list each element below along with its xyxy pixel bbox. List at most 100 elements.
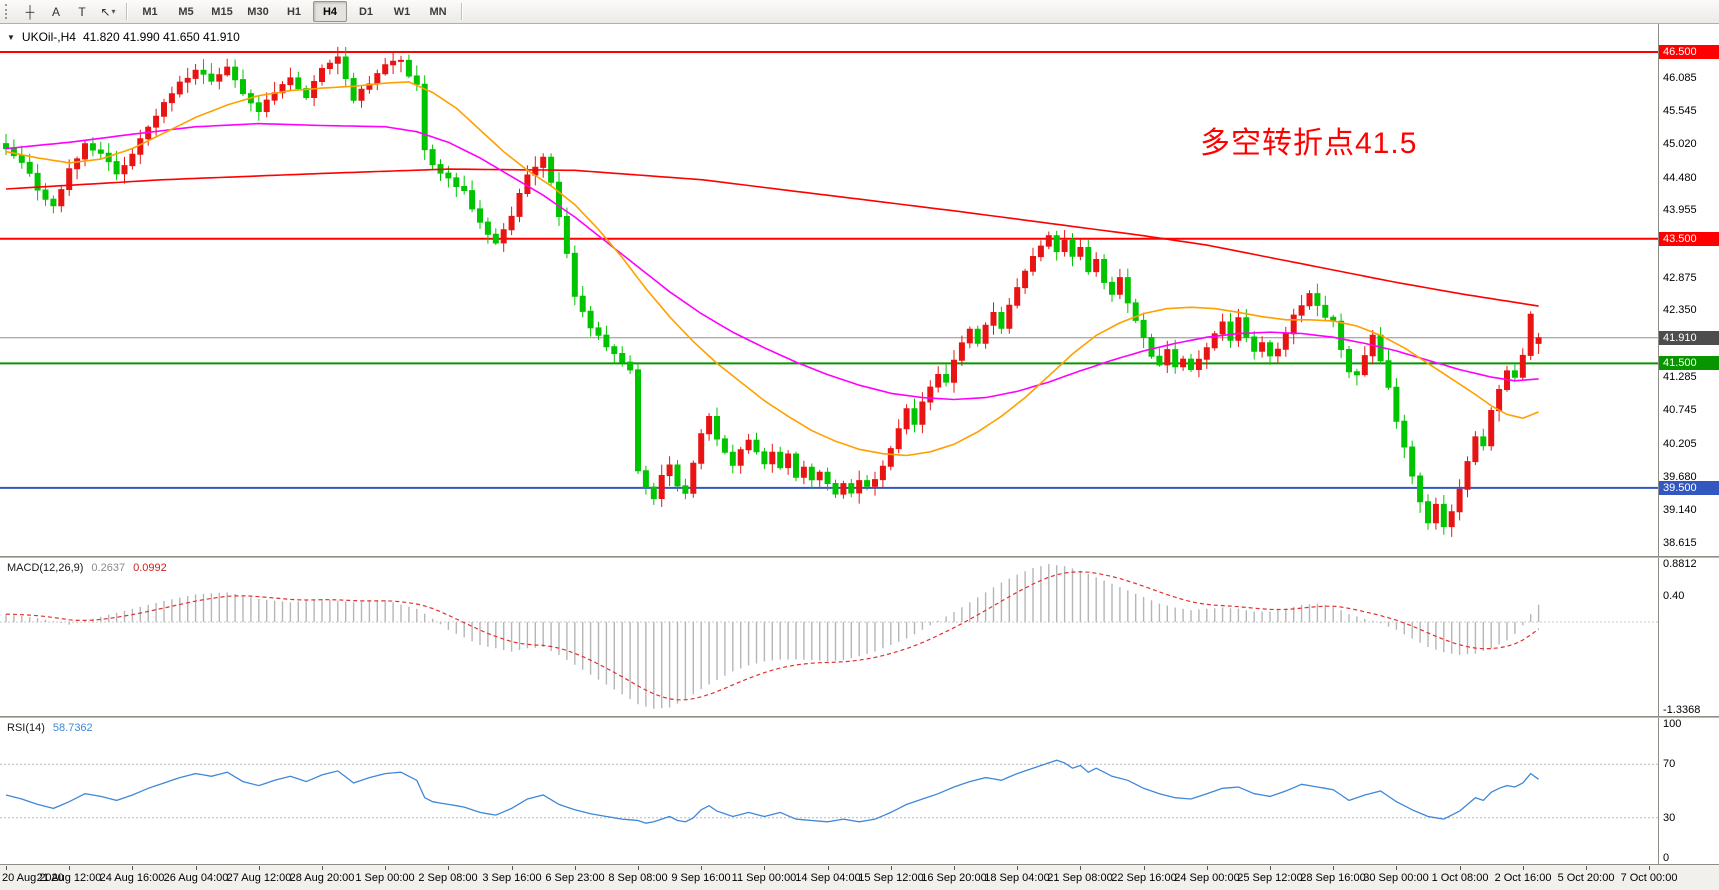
macd-scale-label: 0.40 xyxy=(1663,590,1685,602)
macd-panel-canvas[interactable] xyxy=(0,558,1719,716)
time-axis-tick xyxy=(385,866,386,870)
rsi-scale-label: 0 xyxy=(1663,852,1670,864)
time-axis-label: 7 Oct 00:00 xyxy=(1620,872,1678,884)
time-axis-label: 24 Aug 16:00 xyxy=(99,872,165,884)
chart-annotation-text[interactable]: 多空转折点41.5 xyxy=(1200,127,1418,160)
time-axis-tick xyxy=(954,866,955,870)
time-axis-label: 28 Aug 20:00 xyxy=(289,872,355,884)
toolbar-separator xyxy=(461,3,462,20)
rsi-scale-label: 100 xyxy=(1663,718,1682,730)
time-axis-tick xyxy=(1333,866,1334,870)
time-axis-tick xyxy=(1207,866,1208,870)
price-scale-label: 44.480 xyxy=(1663,172,1697,184)
macd-scale-label: 0.8812 xyxy=(1663,558,1697,570)
ma-medium-line xyxy=(5,122,1539,401)
rsi-scale-label: 70 xyxy=(1663,758,1676,770)
price-scale-label: 45.545 xyxy=(1663,105,1697,117)
crosshair-tool[interactable]: ┼ xyxy=(17,1,43,23)
timeframe-button-M5[interactable]: M5 xyxy=(178,5,194,18)
time-axis-label: 22 Sep 16:00 xyxy=(1111,872,1177,884)
timeframe-button-M30[interactable]: M30 xyxy=(247,5,269,18)
price-scale-label: 38.615 xyxy=(1663,537,1697,549)
ohlc-values: 41.820 41.990 41.650 41.910 xyxy=(82,30,240,44)
panel-splitter[interactable] xyxy=(0,556,1719,558)
rsi-indicator-label: RSI(14) 58.7362 xyxy=(7,722,93,734)
price-badge-41.910: 41.910 xyxy=(1659,331,1719,345)
time-axis-label: 18 Sep 04:00 xyxy=(984,872,1050,884)
price-badge-46.500: 46.500 xyxy=(1659,45,1719,59)
price-scale-label: 39.680 xyxy=(1663,471,1697,483)
time-axis-tick xyxy=(512,866,513,870)
price-scale-label: 39.140 xyxy=(1663,504,1697,516)
macd-main-value: 0.2637 xyxy=(91,562,126,574)
time-axis-label: 11 Sep 00:00 xyxy=(731,872,797,884)
time-axis[interactable]: 20 Aug 2020 21 Aug 12:00 24 Aug 16:00 26 Au… xyxy=(0,864,1719,890)
price-scale-label: 45.020 xyxy=(1663,138,1697,150)
symbol-label: UKOil-,H4 xyxy=(21,30,76,44)
time-axis-label: 9 Sep 16:00 xyxy=(671,872,731,884)
time-axis-label: 21 Sep 08:00 xyxy=(1047,872,1113,884)
time-axis-tick xyxy=(638,866,639,870)
time-axis-label: 27 Aug 12:00 xyxy=(226,872,292,884)
time-axis-label: 14 Sep 04:00 xyxy=(795,872,861,884)
text-label-tool[interactable]: T xyxy=(69,1,95,23)
time-axis-tick xyxy=(701,866,702,870)
time-axis-label: 8 Sep 08:00 xyxy=(608,872,668,884)
panel-splitter[interactable] xyxy=(0,716,1719,718)
time-axis-tick xyxy=(1017,866,1018,870)
text-tool[interactable]: A xyxy=(43,1,69,23)
time-axis-label: 24 Sep 00:00 xyxy=(1174,872,1240,884)
time-axis-tick xyxy=(1649,866,1650,870)
timeframe-button-MN[interactable]: MN xyxy=(429,5,447,18)
main-chart-canvas[interactable] xyxy=(0,24,1719,556)
time-axis-tick xyxy=(764,866,765,870)
price-scale-border xyxy=(1658,24,1659,864)
arrows-tool[interactable]: ↖ ▾ xyxy=(95,1,121,23)
timeframe-button-H4[interactable]: H4 xyxy=(313,1,347,22)
rsi-title: RSI(14) xyxy=(7,722,45,734)
time-axis-label: 21 Aug 12:00 xyxy=(36,872,102,884)
toolbar-grip[interactable] xyxy=(5,4,11,19)
text-tool-icon: A xyxy=(51,4,60,19)
time-axis-label: 16 Sep 20:00 xyxy=(921,872,987,884)
time-axis-tick xyxy=(322,866,323,870)
macd-signal-value: 0.0992 xyxy=(133,562,167,574)
time-axis-label: 2 Oct 16:00 xyxy=(1494,872,1552,884)
price-badge-43.500: 43.500 xyxy=(1659,232,1719,246)
price-scale-label: 40.745 xyxy=(1663,404,1697,416)
timeframes-toolbar: M1 M5 M15 M30 H1 H4 D1 W1 MN xyxy=(132,1,456,22)
price-scale-label: 42.875 xyxy=(1663,272,1697,284)
time-axis-tick xyxy=(6,866,7,870)
time-axis-label: 6 Sep 23:00 xyxy=(545,872,605,884)
macd-indicator-label: MACD(12,26,9) 0.2637 0.0992 xyxy=(7,562,167,574)
timeframe-button-W1[interactable]: W1 xyxy=(393,5,411,18)
crosshair-tool-icon: ┼ xyxy=(25,4,35,19)
price-badge-39.500: 39.500 xyxy=(1659,481,1719,495)
text-label-tool-icon: T xyxy=(78,4,86,19)
time-axis-label: 1 Sep 00:00 xyxy=(355,872,415,884)
time-axis-label: 25 Sep 12:00 xyxy=(1237,872,1303,884)
time-axis-label: 20 Aug 2020 xyxy=(2,872,64,884)
rsi-panel-canvas[interactable] xyxy=(0,718,1719,864)
time-axis-label: 28 Sep 16:00 xyxy=(1300,872,1366,884)
macd-histogram xyxy=(5,564,1540,709)
time-axis-label: 3 Sep 16:00 xyxy=(482,872,542,884)
time-axis-label: 2 Sep 08:00 xyxy=(418,872,478,884)
timeframe-button-D1[interactable]: D1 xyxy=(358,5,374,18)
price-scale-label: 42.350 xyxy=(1663,304,1697,316)
time-axis-label: 26 Aug 04:00 xyxy=(163,872,229,884)
time-axis-label: 15 Sep 12:00 xyxy=(858,872,924,884)
macd-title: MACD(12,26,9) xyxy=(7,562,84,574)
time-axis-tick xyxy=(828,866,829,870)
time-axis-tick xyxy=(1144,866,1145,870)
time-axis-tick xyxy=(132,866,133,870)
time-axis-tick xyxy=(1460,866,1461,870)
timeframe-button-M1[interactable]: M1 xyxy=(142,5,158,18)
chart-ohlc-readout: ▼ UKOil-,H4 41.820 41.990 41.650 41.910 xyxy=(7,30,240,44)
time-axis-tick xyxy=(1080,866,1081,870)
time-axis-label: 5 Oct 20:00 xyxy=(1557,872,1615,884)
timeframe-button-M15[interactable]: M15 xyxy=(211,5,233,18)
price-scale-label: 43.955 xyxy=(1663,204,1697,216)
symbol-dropdown-icon[interactable]: ▼ xyxy=(7,32,15,42)
timeframe-button-H1[interactable]: H1 xyxy=(286,5,302,18)
